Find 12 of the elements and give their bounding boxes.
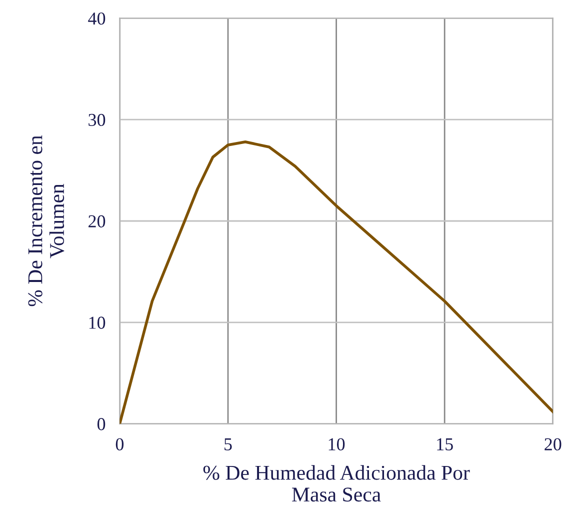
x-tick-label: 20 <box>544 438 562 450</box>
y-tick-label: 40 <box>88 12 106 25</box>
x-tick-label: 15 <box>437 438 453 450</box>
y-axis-title: % De Incremento en Volumen <box>28 135 64 306</box>
y-tick-label: 10 <box>89 316 106 329</box>
y-tick-label: 0 <box>97 418 106 430</box>
x-axis-title: % De Humedad Adicionada Por Masa Seca <box>203 465 470 502</box>
y-tick-label: 20 <box>88 215 106 228</box>
x-tick-label: 0 <box>116 438 124 450</box>
x-tick-label: 5 <box>224 438 232 450</box>
y-tick-label: 30 <box>88 114 106 126</box>
x-tick-label: 10 <box>328 438 345 450</box>
